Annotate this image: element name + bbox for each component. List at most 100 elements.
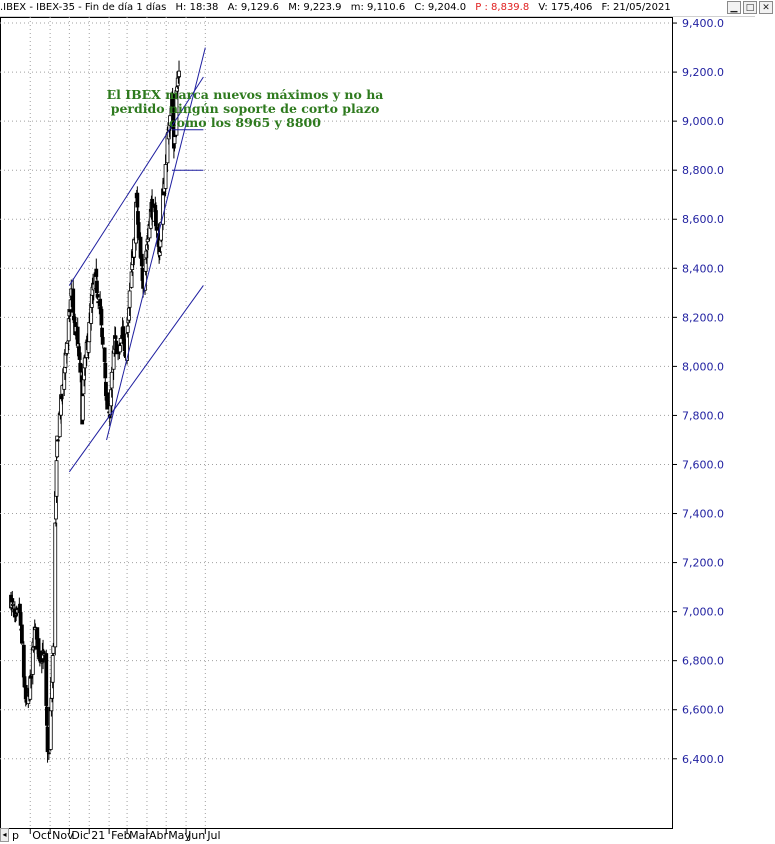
time-label: H: 18:38: [175, 2, 219, 13]
trendline: [106, 47, 206, 441]
y-tick-label: 9,400.0: [682, 17, 724, 30]
price-chart[interactable]: 9,400.0 9,200.0 9,000.0 8,800.0 8,600.0 8,400…: [0, 17, 775, 844]
x-tick-label: Nov: [52, 829, 74, 842]
prev-close-label: P : 8,839.8: [475, 2, 530, 13]
candle: [20, 619, 24, 645]
candle-body: [129, 271, 134, 288]
candle: [125, 321, 130, 338]
candle-body: [113, 335, 118, 339]
candle: [80, 393, 85, 423]
y-tick-label: 8,600.0: [682, 213, 724, 226]
candle-body: [109, 389, 113, 407]
x-tick-label: Mar: [129, 829, 150, 842]
candle-body: [10, 598, 15, 603]
candle: [87, 312, 92, 343]
close-button[interactable]: ✕: [759, 1, 773, 14]
volume-label: V: 175,406: [538, 2, 593, 13]
y-tick-label: 7,600.0: [682, 458, 724, 471]
candle-body: [139, 253, 144, 267]
chart-annotation: El IBEX marca nuevos máximos y no ha per…: [100, 88, 390, 130]
high-label: M: 9,223.9: [288, 2, 342, 13]
candle-body: [94, 268, 99, 277]
candle: [136, 216, 141, 241]
date-label: F: 21/05/2021: [601, 2, 671, 13]
candle-body: [163, 164, 168, 189]
candle-body: [145, 244, 149, 251]
candle-body: [102, 347, 107, 362]
candle-body: [71, 288, 76, 313]
candle: [45, 699, 49, 730]
candle-body: [172, 136, 177, 144]
trendline: [68, 76, 204, 286]
chart-header: .IBEX - IBEX-35 - Fin de día 1 días H: 1…: [0, 0, 755, 17]
candle-body: [80, 395, 85, 421]
candle: [109, 366, 114, 398]
y-tick-label: 6,800.0: [682, 655, 724, 668]
candle-body: [136, 222, 141, 239]
candle: [95, 289, 100, 300]
candle-body: [72, 317, 77, 321]
candle: [143, 258, 148, 276]
candle-body: [87, 322, 92, 343]
candle: [163, 154, 168, 197]
candle-body: [103, 362, 108, 379]
candle: [109, 386, 113, 416]
candle-body: [154, 226, 159, 231]
window-controls: ▁ □ ✕: [727, 1, 773, 14]
candle-body: [50, 655, 55, 683]
candle-body: [105, 392, 110, 410]
candle-body: [45, 706, 49, 726]
y-tick-label: 8,800.0: [682, 164, 724, 177]
candle: [50, 652, 55, 689]
candle-body: [99, 308, 104, 326]
candle: [177, 60, 181, 84]
y-tick-label: 8,000.0: [682, 360, 724, 373]
candle-body: [175, 86, 179, 92]
candle-body: [78, 362, 83, 373]
scroll-left-button[interactable]: ◂: [0, 828, 9, 842]
y-tick-label: 8,400.0: [682, 262, 724, 275]
candle-body: [59, 395, 64, 400]
y-tick-label: 6,600.0: [682, 704, 724, 717]
trendline: [68, 285, 204, 473]
y-tick-label: 7,200.0: [682, 557, 724, 570]
x-tick-label: Dic: [71, 829, 89, 842]
candle: [100, 331, 105, 349]
candle-body: [154, 210, 158, 227]
candle-body: [177, 70, 181, 77]
annotation-line-3: como los 8965 y 8800: [169, 115, 321, 130]
candle: [105, 384, 110, 410]
candle: [44, 649, 49, 713]
candle: [71, 278, 76, 324]
candle: [10, 590, 15, 610]
candle: [66, 313, 71, 351]
candle: [46, 747, 51, 760]
candle-body: [95, 294, 100, 298]
candle: [53, 522, 58, 656]
candle-body: [44, 653, 49, 706]
candle-body: [53, 522, 58, 648]
minimize-button[interactable]: ▁: [727, 1, 741, 14]
candle: [135, 186, 140, 215]
candle-body: [157, 251, 162, 256]
candle-body: [64, 342, 69, 354]
candle-body: [54, 460, 59, 497]
x-tick-label: Abr: [149, 829, 169, 842]
y-tick-label: 7,800.0: [682, 409, 724, 422]
x-tick-label: Feb: [111, 829, 130, 842]
candle-body: [145, 238, 150, 243]
y-tick-label: 7,400.0: [682, 508, 724, 521]
candle-body: [77, 352, 82, 360]
x-tick-label: 21: [91, 829, 105, 842]
candle-body: [125, 325, 130, 333]
symbol-label: .IBEX - IBEX-35 - Fin de día 1 días: [0, 2, 167, 13]
candle-body: [59, 394, 63, 416]
maximize-button[interactable]: □: [743, 1, 757, 14]
candle-body: [143, 258, 148, 272]
candle-body: [28, 675, 33, 679]
candle-body: [144, 250, 149, 259]
y-tick-label: 9,000.0: [682, 115, 724, 128]
low-label: m: 9,110.6: [350, 2, 406, 13]
candle-body: [100, 327, 104, 338]
candle: [94, 258, 99, 280]
